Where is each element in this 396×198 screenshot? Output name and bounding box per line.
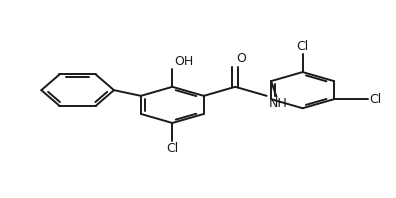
Text: OH: OH: [174, 55, 194, 68]
Text: Cl: Cl: [297, 40, 309, 53]
Text: Cl: Cl: [369, 93, 382, 106]
Text: NH: NH: [268, 97, 287, 110]
Text: O: O: [236, 52, 246, 65]
Text: Cl: Cl: [166, 142, 179, 155]
